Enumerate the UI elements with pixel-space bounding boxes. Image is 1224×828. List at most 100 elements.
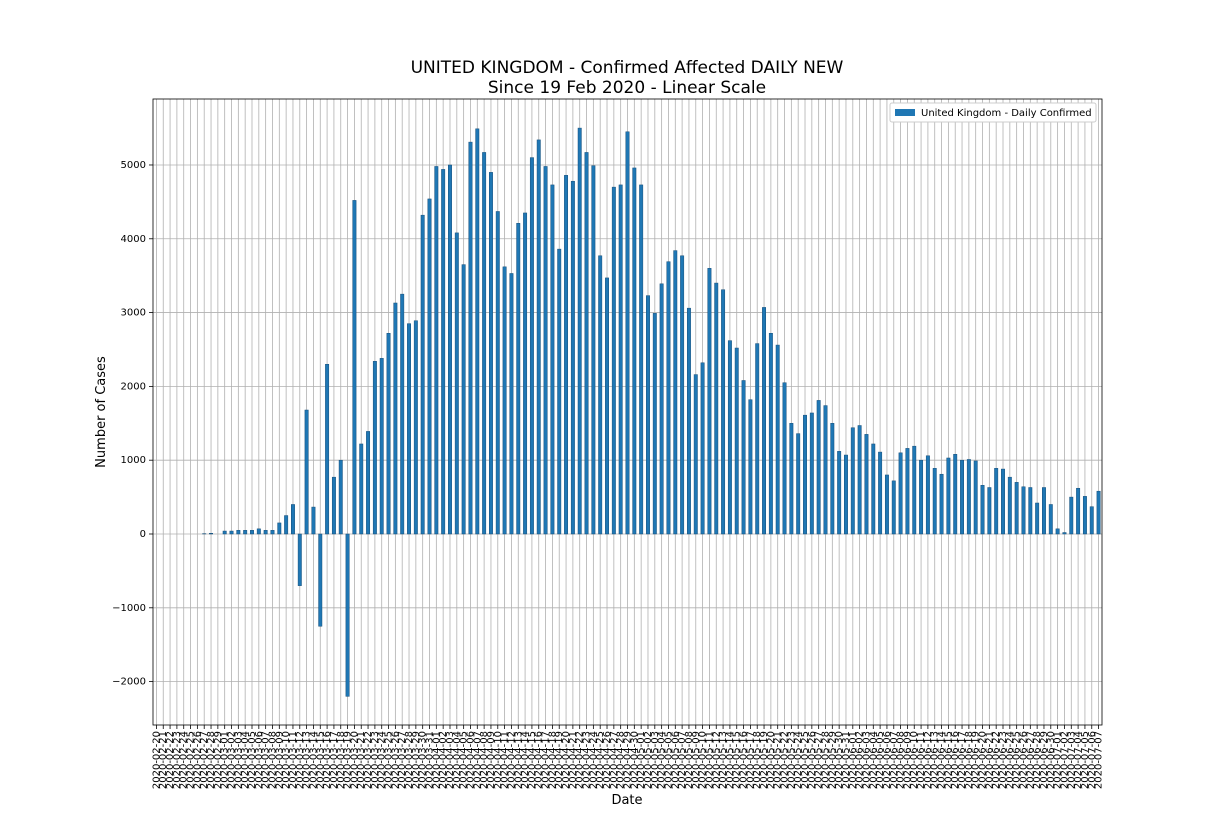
x-tick-label: 2020-07-07 (1094, 731, 1105, 789)
bar (734, 347, 739, 535)
x-tick-label: 2020-05-13 (718, 731, 729, 789)
x-tick-label: 2020-04-14 (520, 731, 531, 789)
x-tick-label: 2020-03-21 (356, 731, 367, 789)
x-tick-label: 2020-02-21 (158, 731, 169, 789)
bar (509, 273, 514, 535)
bar (809, 412, 814, 535)
x-tick-label: 2020-03-04 (240, 731, 251, 789)
bar (700, 362, 705, 535)
x-tick-label: 2020-06-09 (902, 731, 913, 789)
x-tick-label: 2020-06-24 (1005, 731, 1016, 789)
x-tick-label: 2020-03-14 (308, 731, 319, 789)
bar (803, 414, 807, 535)
x-tick-label: 2020-06-27 (1025, 731, 1036, 789)
bar (413, 320, 418, 535)
bar (618, 184, 623, 535)
bar (762, 307, 767, 535)
bar (864, 434, 869, 535)
y-tick-label: 4000 (121, 234, 146, 245)
bar (1082, 496, 1087, 535)
bar (564, 175, 569, 535)
bar (263, 530, 268, 535)
bar (844, 454, 848, 535)
x-tick-label: 2020-05-05 (663, 731, 674, 789)
x-tick-label: 2020-03-25 (384, 731, 395, 789)
bar (277, 522, 282, 535)
x-tick-label: 2020-04-02 (438, 731, 449, 789)
legend-swatch (895, 109, 915, 116)
y-tick-label: 1000 (121, 455, 146, 466)
bar (987, 487, 992, 535)
bar (666, 261, 671, 535)
bar (721, 289, 726, 535)
bar (912, 445, 917, 535)
bar (550, 184, 555, 535)
bar (1096, 490, 1101, 535)
bar (461, 264, 466, 535)
bar (243, 530, 248, 535)
bar (1048, 504, 1053, 535)
x-tick-label: 2020-04-15 (527, 731, 538, 789)
bar (884, 474, 889, 535)
bar (372, 361, 377, 535)
bar (454, 232, 459, 535)
bar (960, 459, 964, 535)
x-tick-label: 2020-02-28 (206, 731, 217, 789)
bar (980, 485, 985, 535)
bar (932, 468, 937, 535)
bar (891, 480, 896, 535)
x-tick-label: 2020-03-28 (404, 731, 415, 789)
x-tick-label: 2020-03-24 (377, 731, 388, 789)
x-tick-label: 2020-04-01 (431, 731, 442, 789)
bar (1042, 487, 1046, 535)
bar (495, 211, 500, 535)
x-tick-label: 2020-03-31 (425, 731, 436, 789)
x-tick-label: 2020-06-14 (937, 731, 948, 789)
x-tick-label: 2020-02-27 (199, 731, 210, 789)
y-tick-label: −2000 (112, 677, 146, 688)
x-tick-label: 2020-03-17 (329, 731, 340, 789)
bar (611, 186, 616, 535)
x-tick-label: 2020-06-18 (964, 731, 975, 789)
bar (209, 533, 213, 535)
bar (919, 459, 924, 535)
x-tick-label: 2020-05-07 (677, 731, 688, 789)
x-tick-label: 2020-02-22 (165, 731, 176, 789)
x-tick-label: 2020-05-24 (793, 731, 804, 789)
x-tick-label: 2020-02-24 (179, 731, 190, 789)
x-tick-label: 2020-04-03 (445, 731, 456, 789)
x-tick-label: 2020-03-01 (220, 731, 231, 789)
bar (632, 167, 637, 535)
x-tick-label: 2020-04-12 (506, 731, 517, 789)
x-tick-label: 2020-03-09 (274, 731, 285, 789)
x-tick-label: 2020-07-03 (1066, 731, 1077, 789)
x-tick-label: 2020-05-16 (739, 731, 750, 789)
bar (345, 533, 350, 697)
x-axis-label: Date (611, 793, 642, 808)
x-tick-label: 2020-06-30 (1046, 731, 1057, 789)
bar (823, 405, 828, 535)
x-tick-label: 2020-05-25 (800, 731, 811, 789)
bar (680, 255, 685, 535)
y-tick-label: 0 (140, 529, 146, 540)
x-tick-label: 2020-06-20 (978, 731, 989, 789)
bar (557, 248, 562, 535)
bar (1035, 502, 1040, 535)
x-tick-label: 2020-04-22 (575, 731, 586, 789)
bar (270, 530, 275, 535)
bar (379, 358, 384, 535)
y-axis-label: Number of Cases (94, 356, 109, 468)
x-tick-label: 2020-07-05 (1080, 731, 1091, 789)
x-tick-label: 2020-02-25 (186, 731, 197, 789)
x-tick-label: 2020-06-03 (861, 731, 872, 789)
x-tick-label: 2020-05-26 (807, 731, 818, 789)
x-tick-label: 2020-04-20 (561, 731, 572, 789)
bar (393, 302, 398, 535)
x-tick-label: 2020-04-19 (554, 731, 565, 789)
bar (905, 448, 910, 535)
x-tick-label: 2020-05-27 (814, 731, 825, 789)
bar (407, 323, 411, 535)
x-tick-label: 2020-03-16 (322, 731, 333, 789)
bar (878, 451, 883, 535)
bar (468, 141, 473, 535)
